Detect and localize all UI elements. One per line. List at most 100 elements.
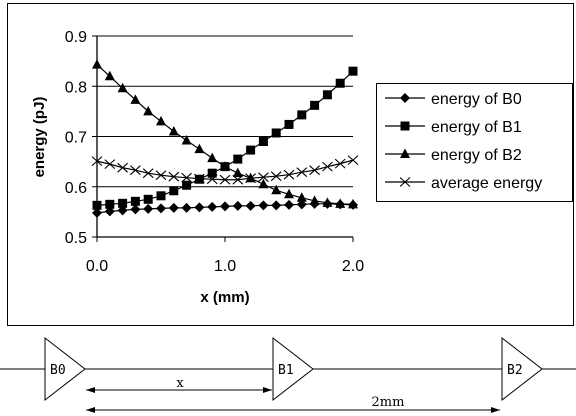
data-point (309, 165, 320, 176)
buffer-b2-triangle (501, 336, 543, 402)
data-point (130, 94, 141, 104)
data-point (105, 199, 115, 209)
y-tick-label: 0.6 (65, 180, 87, 197)
data-point (182, 180, 192, 190)
data-point (258, 137, 268, 147)
data-point (206, 174, 218, 185)
series-layer (91, 59, 359, 218)
data-point (271, 184, 282, 195)
legend-item: energy of B1 (385, 119, 522, 136)
legend-marker (400, 148, 410, 158)
data-point (283, 169, 295, 180)
buffer-b1: B1 (272, 336, 314, 402)
gridlines (97, 35, 353, 188)
data-point (118, 198, 128, 208)
x-tick-label: 1.0 (214, 258, 236, 275)
buffer-b1-label: B1 (278, 363, 294, 378)
data-point (104, 70, 115, 81)
data-point (181, 202, 192, 213)
series-triangle (92, 59, 358, 209)
legend-item: energy of B2 (385, 147, 522, 164)
data-point (335, 78, 345, 88)
data-point (246, 145, 256, 155)
data-point (297, 110, 307, 120)
data-point (181, 135, 192, 145)
data-point (310, 100, 320, 110)
x-tick-label: 2.0 (342, 258, 364, 275)
data-point (104, 159, 116, 170)
data-point (143, 203, 154, 214)
data-point (245, 173, 256, 184)
data-point (296, 192, 307, 202)
series-x (91, 155, 359, 185)
legend-label: energy of B2 (431, 147, 522, 164)
legend-marker (400, 93, 410, 103)
data-point (258, 178, 269, 189)
data-point (232, 200, 243, 211)
data-point (168, 202, 179, 213)
data-point (130, 165, 141, 176)
y-tick-label: 0.7 (65, 130, 87, 147)
span-dimension-arrow-left (86, 407, 95, 413)
data-point (271, 200, 282, 211)
data-point (284, 188, 294, 199)
data-point (232, 167, 243, 178)
buffer-chain-diagram: B0 B1 B2 x 2mm (0, 336, 576, 413)
data-point (258, 172, 269, 183)
span-dimension-arrow-right (491, 407, 500, 413)
data-point (220, 161, 230, 171)
data-point (322, 197, 333, 207)
data-point (220, 201, 230, 212)
data-point (348, 198, 358, 209)
data-point (143, 105, 154, 116)
data-point (348, 66, 358, 76)
data-point (296, 167, 308, 178)
span-dimension-label: 2mm (372, 395, 405, 410)
data-point (92, 200, 102, 210)
data-point (309, 195, 320, 205)
buffer-b0-triangle (44, 336, 86, 402)
buffer-b0-label: B0 (50, 363, 66, 378)
legend: energy of B0 energy of B1 energy of B2 aver… (376, 83, 573, 202)
x-tick-labels: 0.0 1.0 2.0 (86, 237, 364, 275)
data-point (156, 191, 166, 201)
data-point (156, 115, 166, 126)
data-point (92, 207, 102, 218)
data-point (271, 128, 281, 138)
data-point (232, 174, 244, 185)
data-point (296, 199, 307, 210)
buffer-b0: B0 (44, 336, 86, 402)
data-point (347, 155, 359, 166)
data-point (117, 162, 128, 173)
data-point (130, 204, 141, 215)
buffer-b1-triangle (272, 336, 314, 402)
data-point (233, 154, 243, 164)
x-dimension-arrow-left (86, 387, 95, 393)
x-dimension-arrow-right (263, 387, 272, 393)
data-point (322, 90, 332, 100)
data-point (117, 205, 128, 216)
data-point (270, 171, 282, 182)
legend-marker (399, 177, 411, 187)
x-tick-label: 0.0 (86, 258, 108, 275)
legend-marker (400, 121, 410, 131)
y-tick-label: 0.8 (65, 79, 87, 96)
x-dimension-label: x (176, 376, 184, 391)
data-point (284, 119, 294, 129)
span-dimension: 2mm (86, 395, 500, 413)
data-point (322, 161, 333, 172)
legend-label: average energy (431, 175, 542, 192)
data-point (258, 200, 269, 211)
legend-item: average energy (385, 175, 542, 192)
data-point (284, 199, 294, 210)
data-point (130, 196, 140, 206)
x-axis-title: x (mm) (200, 289, 249, 306)
data-point (104, 206, 115, 217)
data-point (168, 171, 180, 182)
buffer-b2-label: B2 (507, 363, 523, 378)
y-tick-labels: 0.5 0.6 0.7 0.8 0.9 (65, 29, 97, 247)
data-point (207, 152, 218, 163)
data-point (219, 174, 231, 185)
